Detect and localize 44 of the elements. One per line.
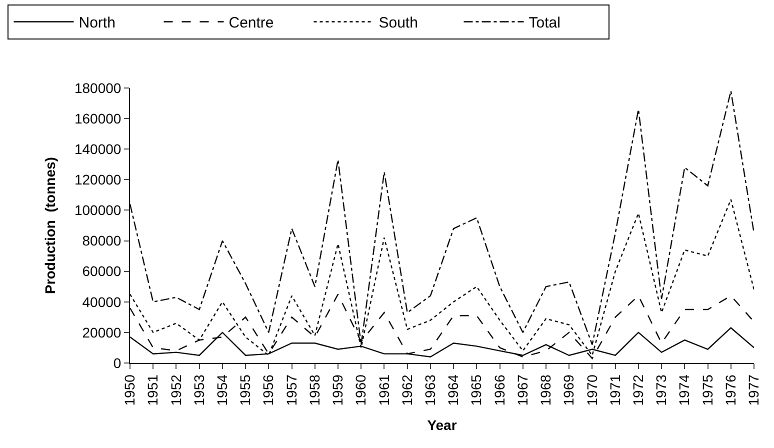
x-tick-label: 1960 [352, 374, 369, 406]
x-tick-label: 1967 [514, 374, 530, 406]
x-tick-label: 1971 [606, 374, 623, 406]
legend-label: Total [528, 14, 560, 32]
y-axis-title: Production (tonnes) [42, 157, 58, 294]
x-tick-label: 1964 [445, 374, 462, 406]
x-tick-label: 1976 [722, 374, 738, 406]
y-tick-label: 120000 [74, 172, 122, 188]
x-tick-label: 1953 [190, 374, 207, 406]
y-tick-label: 160000 [74, 110, 122, 126]
x-tick-label: 1959 [330, 374, 346, 406]
legend-label: South [378, 14, 418, 32]
x-tick-label: 1950 [122, 374, 138, 406]
x-tick-label: 1957 [283, 374, 300, 406]
y-tick-label: 20000 [82, 324, 122, 340]
y-tick-label: 40000 [82, 294, 122, 310]
x-tick-label: 1961 [376, 374, 392, 406]
x-tick-label: 1974 [676, 374, 692, 406]
legend-label: North [78, 14, 116, 32]
x-tick-label: 1952 [168, 374, 184, 406]
x-tick-label: 1975 [699, 374, 716, 406]
x-tick-label: 1973 [653, 374, 670, 406]
y-tick-label: 180000 [74, 80, 122, 96]
x-tick-label: 1956 [260, 374, 276, 406]
x-tick-label: 1955 [237, 374, 254, 406]
x-tick-label: 1970 [584, 374, 600, 406]
y-tick-label: 0 [113, 354, 122, 371]
y-tick-label: 140000 [74, 141, 122, 158]
x-tick-label: 1977 [746, 374, 762, 406]
x-tick-label: 1963 [422, 374, 438, 406]
x-tick-label: 1954 [214, 374, 230, 406]
x-tick-label: 1958 [306, 374, 322, 406]
y-tick-label: 60000 [82, 263, 122, 280]
x-tick-label: 1969 [560, 374, 577, 406]
legend-label: Centre [228, 14, 274, 32]
y-tick-label: 80000 [82, 232, 122, 249]
x-tick-label: 1965 [468, 374, 484, 406]
x-tick-label: 1966 [491, 374, 508, 406]
x-tick-label: 1972 [630, 374, 646, 406]
x-tick-label: 1968 [538, 374, 554, 406]
x-tick-label: 1962 [398, 374, 415, 406]
y-tick-label: 100000 [74, 202, 122, 218]
x-tick-label: 1951 [144, 374, 161, 406]
x-axis-title: Year [427, 417, 458, 434]
